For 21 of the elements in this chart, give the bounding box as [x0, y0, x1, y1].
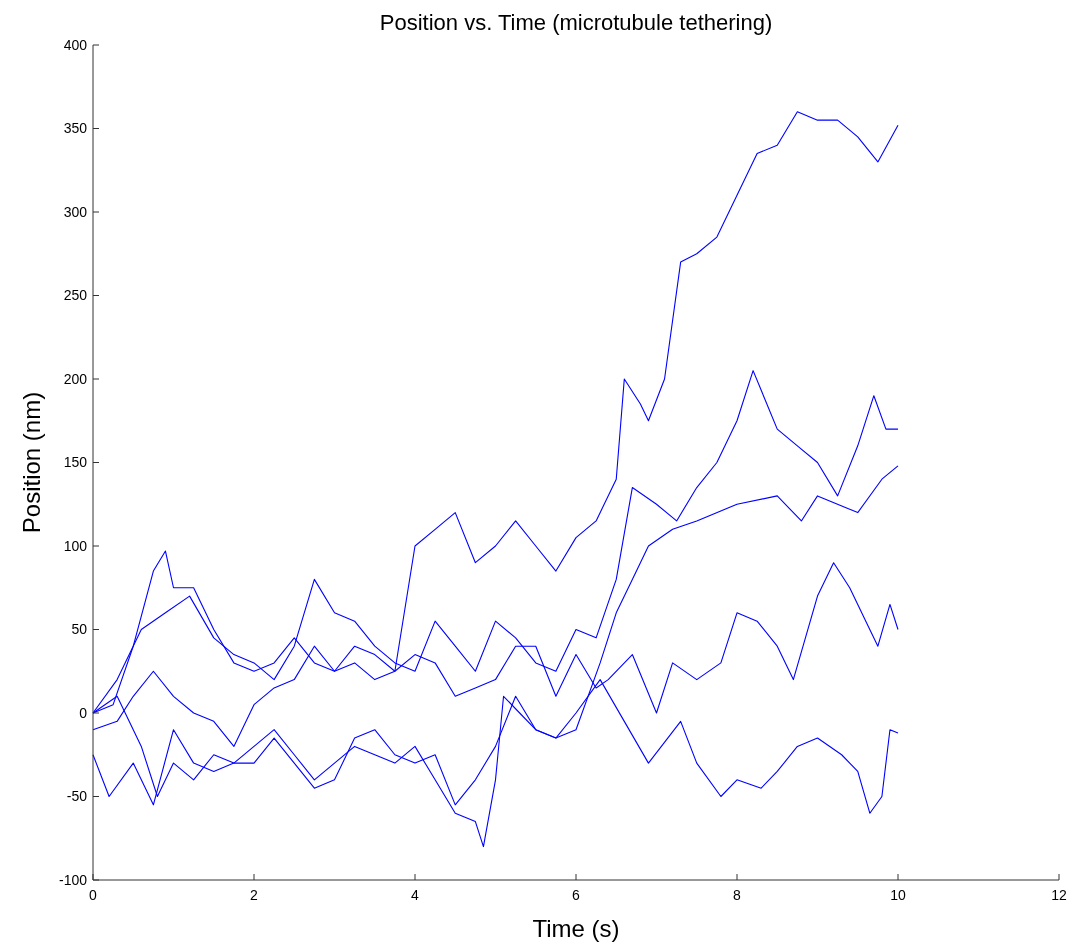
y-tick-label: 400 — [63, 36, 88, 53]
x-tick-label: 4 — [411, 887, 420, 903]
y-tick-label: 300 — [63, 203, 88, 220]
y-tick-label: 0 — [79, 704, 88, 721]
y-tick-label: 100 — [63, 537, 88, 554]
y-tick-label: 250 — [63, 287, 88, 304]
x-tick-label: 12 — [1051, 887, 1067, 903]
chart-title: Position vs. Time (microtubule tethering) — [379, 10, 773, 35]
y-tick-label: 50 — [71, 621, 88, 638]
x-tick-label: 8 — [733, 887, 742, 903]
y-tick-label: 350 — [63, 120, 88, 137]
y-tick-label: -50 — [66, 788, 88, 805]
y-tick-label: 200 — [63, 370, 88, 387]
x-tick-label: 10 — [890, 887, 906, 903]
y-tick-label: -100 — [58, 871, 88, 888]
y-tick-label: 150 — [63, 454, 88, 471]
x-axis-title: Time (s) — [532, 915, 620, 942]
x-tick-label: 6 — [572, 887, 581, 903]
x-tick-label: 2 — [250, 887, 259, 903]
y-axis-title: Position (nm) — [18, 391, 45, 534]
x-tick-label: 0 — [89, 887, 98, 903]
